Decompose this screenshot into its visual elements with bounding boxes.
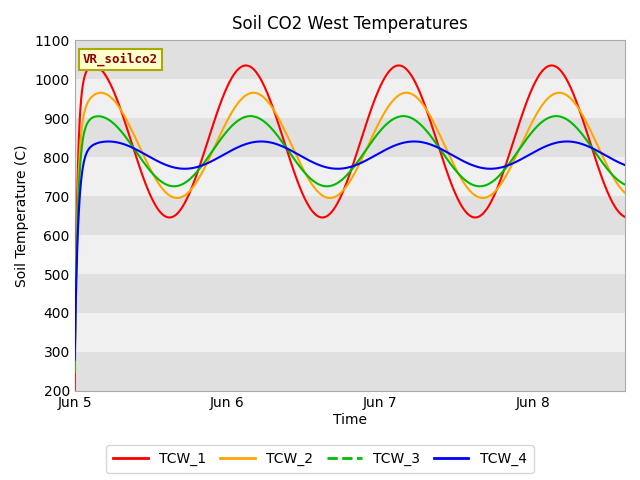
Bar: [75, 157, 625, 196]
X-axis label: Time: Time: [333, 413, 367, 427]
TCW_4: [605, 155, 613, 160]
TCW_4: [339, 166, 346, 171]
TCW_3: [71, 369, 79, 374]
Bar: [75, 79, 625, 118]
Bar: [75, 313, 625, 352]
TCW_1: [339, 190, 346, 195]
TCW_1: [242, 62, 250, 68]
TCW_1: [605, 193, 613, 199]
TCW_1: [605, 192, 613, 198]
TCW_4: [71, 357, 79, 363]
Title: Soil CO2 West Temperatures: Soil CO2 West Temperatures: [232, 15, 468, 33]
TCW_2: [504, 169, 512, 175]
TCW_3: [99, 114, 107, 120]
TCW_4: [621, 162, 629, 168]
Line: TCW_3: TCW_3: [75, 116, 625, 372]
TCW_3: [621, 182, 629, 188]
Bar: [75, 274, 625, 313]
TCW_1: [71, 388, 79, 394]
TCW_4: [504, 163, 512, 168]
TCW_3: [605, 168, 613, 174]
TCW_2: [605, 167, 613, 172]
TCW_2: [99, 90, 107, 96]
Text: VR_soilco2: VR_soilco2: [83, 53, 158, 66]
Line: TCW_2: TCW_2: [75, 93, 625, 372]
TCW_3: [605, 168, 613, 174]
TCW_1: [324, 213, 332, 218]
TCW_1: [621, 214, 629, 220]
TCW_2: [71, 369, 79, 374]
Line: TCW_4: TCW_4: [75, 142, 625, 360]
TCW_4: [99, 139, 107, 145]
TCW_4: [563, 139, 571, 144]
TCW_3: [339, 177, 346, 182]
Line: TCW_1: TCW_1: [75, 65, 625, 391]
TCW_1: [504, 155, 512, 160]
TCW_2: [605, 167, 613, 173]
Bar: [75, 40, 625, 79]
Bar: [75, 196, 625, 235]
Bar: [75, 235, 625, 274]
Legend: TCW_1, TCW_2, TCW_3, TCW_4: TCW_1, TCW_2, TCW_3, TCW_4: [106, 445, 534, 473]
Bar: [75, 118, 625, 157]
TCW_3: [324, 183, 332, 189]
TCW_4: [324, 165, 332, 170]
Y-axis label: Soil Temperature (C): Soil Temperature (C): [15, 144, 29, 287]
TCW_3: [504, 162, 512, 168]
TCW_2: [621, 190, 629, 196]
TCW_2: [324, 195, 332, 201]
TCW_4: [605, 155, 613, 160]
TCW_2: [403, 90, 410, 96]
TCW_3: [552, 113, 560, 119]
TCW_1: [99, 69, 107, 74]
Bar: [75, 352, 625, 391]
TCW_2: [339, 189, 346, 194]
